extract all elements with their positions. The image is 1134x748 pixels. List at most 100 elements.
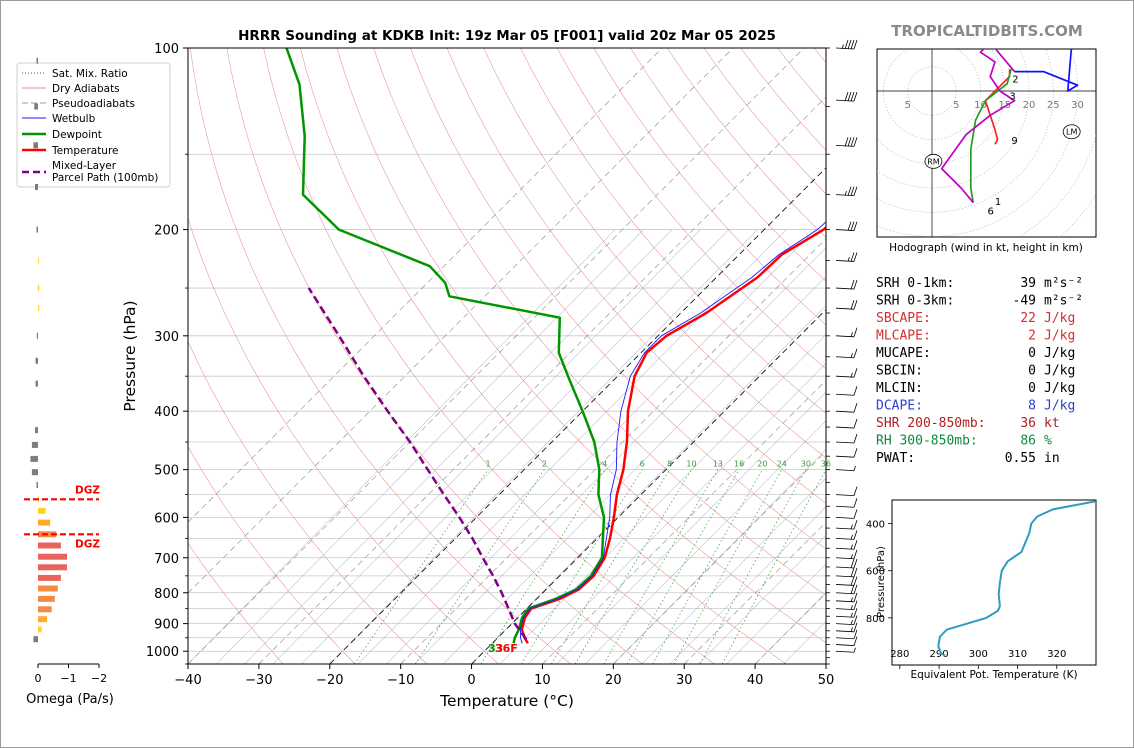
- parameter-unit: %: [1044, 434, 1052, 449]
- mixing-ratio-line: [626, 469, 740, 664]
- moist-adiabat-line: [584, 420, 826, 664]
- wind-barb-flag: [853, 300, 858, 310]
- dry-adiabat-line: [188, 542, 284, 664]
- wind-barb: [835, 636, 858, 646]
- wind-barb: [835, 137, 858, 147]
- omega-bar: [38, 553, 67, 560]
- mixing-ratio-label: 8: [667, 460, 672, 469]
- wind-barb: [835, 558, 858, 569]
- wind-barb-flag: [850, 91, 855, 102]
- wind-barb-half: [850, 612, 853, 618]
- omega-bar: [35, 427, 38, 434]
- series-wetbulb-line: [519, 221, 826, 644]
- x-tick-label: 40: [747, 673, 764, 688]
- parameter-value: 86: [1020, 434, 1036, 449]
- parameter-label: SHR 200-850mb:: [876, 416, 986, 431]
- wind-barb-flag: [844, 91, 849, 102]
- series-dewpoint-line: [285, 48, 606, 644]
- wind-barb-flag: [853, 567, 858, 577]
- wind-barb: [835, 466, 856, 472]
- x-tick-label: −40: [174, 673, 201, 688]
- legend-label-wetbulb: Wetbulb: [52, 113, 96, 125]
- omega-bar: [38, 626, 42, 633]
- x-tick-label: −30: [245, 673, 272, 688]
- wind-barb: [835, 509, 858, 519]
- theta-e-x-label: Equivalent Pot. Temperature (K): [910, 669, 1077, 681]
- omega-panel: 0 −1 −2 DGZ DGZ: [24, 57, 107, 685]
- parameter-label: SRH 0-3km:: [876, 294, 954, 309]
- lm-circle: [1062, 124, 1081, 140]
- mixing-ratio-line: [550, 469, 670, 664]
- wind-barb: [835, 592, 858, 603]
- wind-barb: [835, 629, 858, 640]
- parameter-label: DCAPE:: [876, 399, 923, 414]
- wind-barb: [835, 186, 858, 197]
- watermark: TROPICALTIDBITS.COM: [891, 22, 1083, 40]
- omega-bar: [34, 103, 38, 110]
- wind-barb-half: [853, 466, 856, 471]
- isotherm-line: [188, 48, 734, 594]
- legend-label-pseudoadiabats: Pseudoadiabats: [52, 98, 135, 110]
- wind-barb-flag: [853, 608, 858, 618]
- isotherm-line: [188, 48, 663, 523]
- isotherm-highlight-line: [329, 167, 826, 664]
- wind-barb-flag: [853, 622, 858, 632]
- wind-barb-flag: [847, 39, 852, 50]
- parameter-row: SHR 200-850mb: 36 kt: [876, 416, 1060, 431]
- parameter-unit: m²s⁻²: [1044, 294, 1083, 309]
- hodograph-ring-label: 15: [998, 100, 1011, 111]
- wind-barb: [835, 615, 858, 626]
- theta-e-x-tick-label: 320: [1047, 649, 1066, 660]
- y-tick-label: 300: [154, 330, 179, 345]
- omega-bar: [38, 285, 40, 291]
- wind-barb-half: [850, 332, 853, 337]
- dgz-label: DGZ: [75, 484, 100, 496]
- omega-bar: [35, 380, 38, 387]
- isotherm-line: [542, 380, 826, 664]
- wind-barb-staff: [835, 637, 855, 640]
- wind-barb-half: [850, 554, 853, 559]
- wind-barb-staff: [835, 650, 855, 653]
- dry-adiabat-line: [336, 48, 826, 643]
- moist-adiabat-line: [499, 334, 826, 664]
- parameter-row: DCAPE: 8 J/kg: [876, 399, 1075, 414]
- y-tick-label: 600: [154, 511, 179, 526]
- mixing-ratio-labels: 1 2 4 6 8 10 13 16 20 24 30 36: [485, 460, 831, 469]
- wind-barb-half: [850, 534, 853, 540]
- wind-barb-flag: [853, 558, 858, 569]
- mixing-ratio-label: 6: [640, 460, 645, 469]
- dry-adiabat-line: [373, 48, 826, 596]
- mixing-ratio-line: [652, 469, 763, 664]
- legend-label-dry-adiabats: Dry Adiabats: [52, 83, 120, 95]
- moist-adiabat-line: [329, 229, 758, 664]
- hodograph-trace: [969, 68, 1012, 203]
- parameter-row: SBCAPE: 22 J/kg: [876, 311, 1075, 326]
- moist-adiabat-line: [386, 229, 816, 664]
- wind-barb-flag: [853, 279, 858, 290]
- legend-box: [16, 62, 171, 188]
- omega-bar: [38, 542, 61, 549]
- parameter-value: 2: [1028, 329, 1036, 344]
- dry-adiabat-line: [188, 446, 356, 664]
- rm-label: RM: [927, 157, 940, 166]
- wind-barb: [835, 549, 858, 560]
- mixing-ratio-line: [414, 469, 545, 664]
- y-tick-label: 100: [154, 42, 179, 57]
- wind-barb-flag: [853, 519, 858, 530]
- parameter-value: 0: [1028, 381, 1036, 396]
- parameter-unit: J/kg: [1044, 311, 1075, 326]
- x-tick-label: 50: [818, 673, 835, 688]
- surface-temperature-label: 36F: [495, 642, 518, 655]
- moist-adiabat-line: [414, 247, 826, 664]
- parameter-unit: J/kg: [1044, 399, 1075, 414]
- wind-barb-half: [853, 647, 856, 653]
- omega-bar: [36, 57, 38, 64]
- theta-e-line: [937, 500, 1096, 657]
- storm-motion-rm-marker: RM: [924, 153, 943, 169]
- parameter-row: SBCIN: 0 J/kg: [876, 364, 1075, 379]
- moist-adiabat-line: [641, 477, 826, 664]
- parameter-table: SRH 0-1km: 39 m²s⁻² SRH 0-3km: -49 m²s⁻² SBCAP…: [876, 276, 1083, 466]
- hodograph-height-label: 3: [1009, 92, 1015, 103]
- skewt-axes: −40 −30 −20 −10 0 10 20 30 40 50 100 200 300 400 500 60…: [146, 39, 858, 688]
- wind-barb-flag: [853, 498, 858, 508]
